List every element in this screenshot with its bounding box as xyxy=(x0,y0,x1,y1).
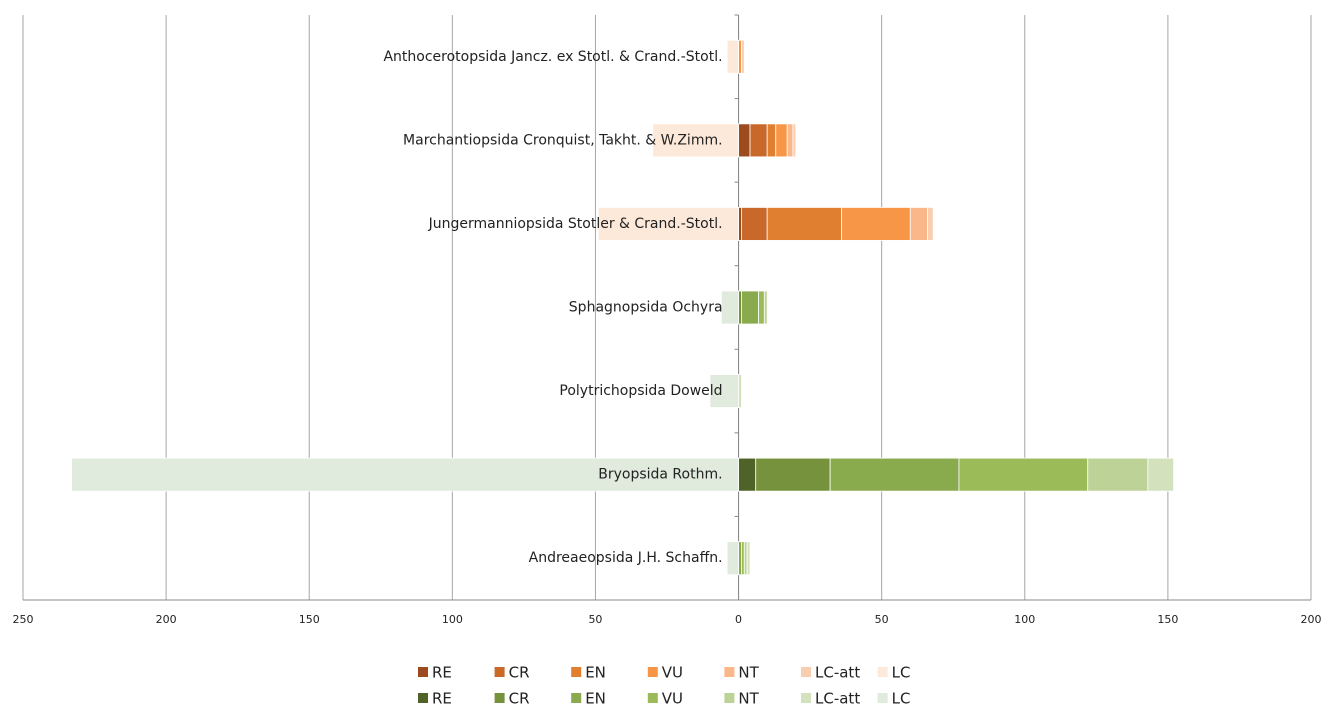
bar-segment xyxy=(958,457,1089,492)
category-label: Bryopsida Rothm. xyxy=(598,467,722,483)
category-label: Sphagnopsida Ochyra xyxy=(569,300,723,316)
legend-swatch xyxy=(571,667,582,677)
bar-segment xyxy=(652,123,739,158)
legend-swatch xyxy=(801,667,811,677)
bar-segment xyxy=(738,457,757,492)
bar-segment xyxy=(1147,457,1175,492)
legend-swatch xyxy=(494,667,505,677)
bar-segment xyxy=(766,123,777,158)
bar-segment xyxy=(909,207,928,241)
x-tick-label: 0 xyxy=(735,613,742,626)
bar-segment xyxy=(841,207,911,241)
bar-segment xyxy=(829,457,960,492)
bar-segment xyxy=(709,374,739,408)
x-tick-label: 150 xyxy=(1157,613,1178,626)
bar-segment xyxy=(927,207,934,241)
bar-segment xyxy=(1087,457,1149,492)
bar-segment xyxy=(741,207,768,241)
x-tick-label: 50 xyxy=(588,613,602,626)
legend-swatch xyxy=(801,693,811,703)
bar-segment xyxy=(746,541,751,576)
legend-swatch xyxy=(877,693,888,703)
bar-segment xyxy=(726,541,739,576)
legend-swatch xyxy=(724,693,735,703)
legend-swatch xyxy=(418,667,428,677)
legend-swatch xyxy=(724,667,735,677)
legend-label: RE xyxy=(432,690,452,708)
bar-segment xyxy=(758,290,765,325)
bar-segment xyxy=(738,123,751,158)
bar-segment xyxy=(71,457,739,492)
legend-label: LC xyxy=(892,664,911,682)
category-label: Marchantiopsida Cronquist, Takht. & W.Zi… xyxy=(403,132,723,148)
x-tick-label: 200 xyxy=(156,613,177,626)
bar-segment xyxy=(786,123,794,158)
legend-swatch xyxy=(418,693,428,703)
x-tick-label: 250 xyxy=(13,613,34,626)
legend-label: EN xyxy=(585,690,606,708)
bar-segment xyxy=(726,39,739,74)
legend-label: NT xyxy=(738,664,759,682)
bar-segment xyxy=(755,457,831,492)
legend-label: LC-att xyxy=(815,664,860,682)
bar-segment xyxy=(597,207,739,241)
legend-label: CR xyxy=(509,690,530,708)
bar-segment xyxy=(738,374,742,408)
legend-label: EN xyxy=(585,664,606,682)
bar-segment xyxy=(792,123,797,158)
legend-label: RE xyxy=(432,664,452,682)
legend-label: LC xyxy=(892,690,911,708)
bar-segment xyxy=(738,39,742,74)
bar-segment xyxy=(741,541,745,576)
x-tick-label: 50 xyxy=(875,613,889,626)
category-label: Polytrichopsida Doweld xyxy=(559,383,722,399)
bar-segment xyxy=(741,290,759,325)
bar-segment xyxy=(738,541,742,576)
bar-segment xyxy=(775,123,788,158)
category-label: Anthocerotopsida Jancz. ex Stotl. & Cran… xyxy=(383,49,722,65)
legend-swatch xyxy=(571,693,582,703)
x-tick-label: 200 xyxy=(1301,613,1322,626)
legend-label: VU xyxy=(662,664,683,682)
bar-segment xyxy=(763,290,768,325)
bar-segment xyxy=(738,207,742,241)
category-label: Andreaeopsida J.H. Schaffn. xyxy=(529,550,723,566)
legend-label: NT xyxy=(738,690,759,708)
legend-swatch xyxy=(647,693,658,703)
legend-label: VU xyxy=(662,690,683,708)
bar-segment xyxy=(743,541,748,576)
bar-segment xyxy=(766,207,842,241)
bar-segment xyxy=(741,39,745,74)
x-tick-label: 150 xyxy=(299,613,320,626)
bar-segment xyxy=(738,290,742,325)
legend-swatch xyxy=(647,667,658,677)
legend-swatch xyxy=(494,693,505,703)
x-tick-label: 100 xyxy=(442,613,463,626)
category-label: Jungermanniopsida Stotler & Crand.-Stotl… xyxy=(428,216,723,232)
legend-swatch xyxy=(877,667,888,677)
bar-segment xyxy=(749,123,768,158)
legend-label: CR xyxy=(509,664,530,682)
bar-segment xyxy=(720,290,739,325)
x-tick-label: 100 xyxy=(1014,613,1035,626)
legend-label: LC-att xyxy=(815,690,860,708)
